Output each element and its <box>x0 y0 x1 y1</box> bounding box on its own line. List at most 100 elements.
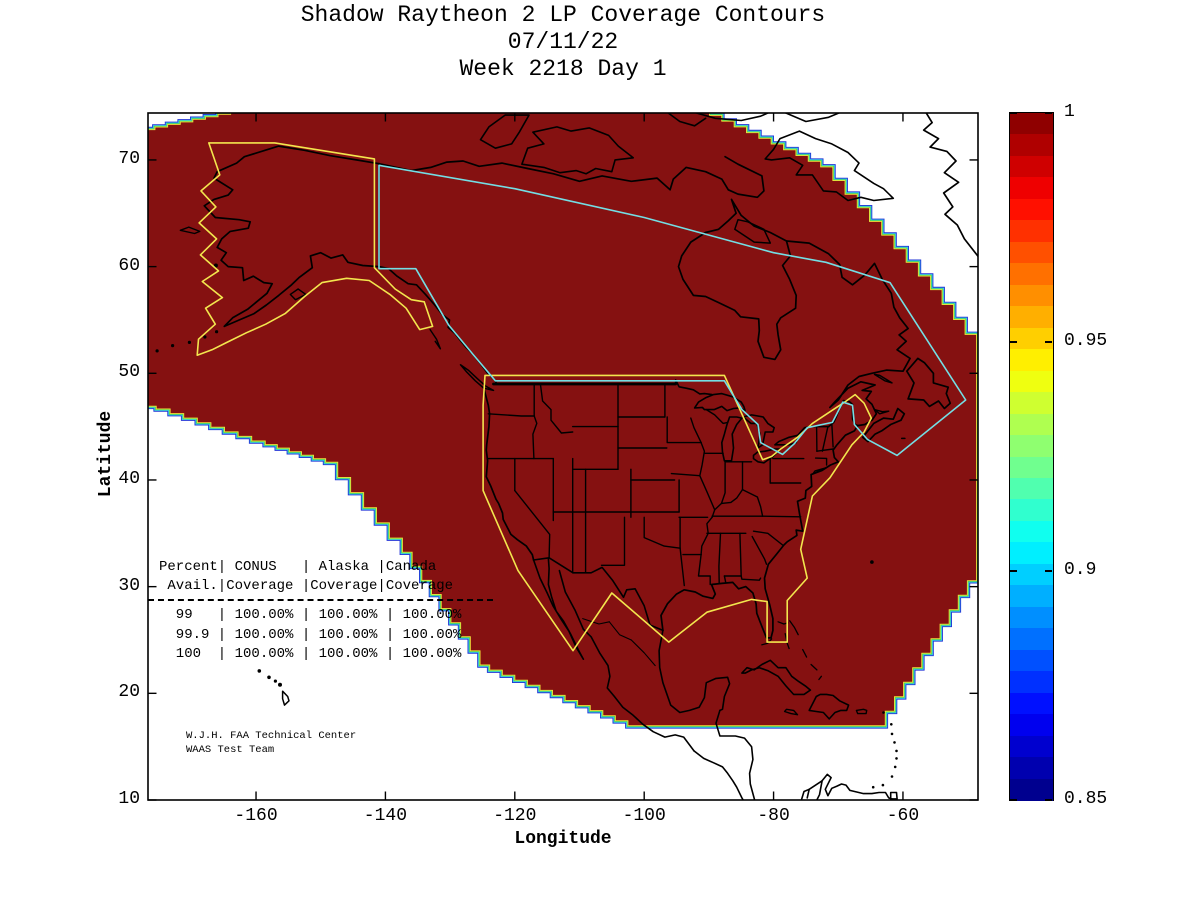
labrador-quebec-coast <box>785 240 911 427</box>
st-lawrence-island <box>179 226 201 235</box>
mexico-state-lines <box>582 618 610 625</box>
us-state-borders <box>718 532 722 585</box>
plot-border <box>147 112 979 801</box>
aleutian-islands <box>187 340 191 344</box>
title-line-2: 07/11/22 <box>507 29 619 55</box>
colorbar-tick-label: 0.95 <box>1064 331 1108 351</box>
us-state-borders <box>666 416 702 444</box>
coverage-table-header-row: Avail.|Coverage |Coverage|Coverage <box>159 578 454 594</box>
us-state-borders <box>690 417 702 444</box>
colorbar-tick <box>1045 570 1052 572</box>
colorbar-band <box>1010 692 1053 715</box>
long-island <box>812 467 827 475</box>
colorbar-band <box>1010 714 1053 737</box>
newfoundland <box>905 357 952 410</box>
aleutian-islands <box>171 344 175 348</box>
coverage-table-row: 100 | 100.00% | 100.00% | 100.00% <box>159 646 462 662</box>
us-state-borders <box>705 408 729 425</box>
arctic-coast <box>378 155 765 199</box>
lesser-antilles <box>882 711 885 714</box>
x-tick-label: -140 <box>363 806 408 826</box>
lesser-antilles <box>881 783 885 787</box>
colorbar-tick <box>1010 341 1017 343</box>
colorbar-tick-label: 1 <box>1064 102 1075 122</box>
colorbar-band <box>1010 349 1053 372</box>
us-state-borders <box>697 553 711 586</box>
alaska-coast <box>203 145 380 328</box>
colorbar-tick <box>1010 112 1017 114</box>
lesser-antilles <box>890 775 894 778</box>
south-america-coast <box>800 773 898 800</box>
us-state-borders <box>814 457 828 466</box>
bahamas <box>818 675 823 681</box>
conus-pacific-coast <box>483 389 535 561</box>
prince-edward-island <box>873 408 890 415</box>
bahamas <box>784 632 790 650</box>
lesser-antilles <box>890 732 894 736</box>
florida-keys <box>761 638 773 646</box>
y-tick-label: 50 <box>118 362 140 383</box>
puerto-rico <box>855 708 868 715</box>
us-state-borders <box>532 415 538 460</box>
colorbar-band <box>1010 155 1053 178</box>
us-state-borders <box>643 516 681 549</box>
x-tick-label: -80 <box>757 806 790 826</box>
x-tick-label: -160 <box>234 806 278 826</box>
aleutian-islands <box>203 335 207 339</box>
coverage-table-row: 99 | 100.00% | 100.00% | 100.00% <box>159 607 462 623</box>
us-mexico-border <box>532 557 664 632</box>
aleutian-islands <box>213 263 218 268</box>
greenland-coast <box>922 113 978 258</box>
colorbar-band <box>1010 649 1053 672</box>
colorbar-band <box>1010 477 1053 501</box>
bermuda <box>870 560 874 564</box>
coverage-region <box>148 113 977 726</box>
us-state-borders <box>670 472 701 477</box>
colorbar-band <box>1010 757 1053 780</box>
hudson-bay <box>677 198 798 361</box>
colorbar-band <box>1010 563 1053 586</box>
colorbar-band <box>1010 585 1053 608</box>
colorbar-band <box>1010 177 1053 200</box>
us-state-borders <box>514 489 551 559</box>
colorbar-band <box>1010 134 1053 157</box>
hispaniola <box>808 693 850 720</box>
devon-ellesmere-islands <box>666 113 707 127</box>
us-state-borders <box>831 422 834 448</box>
baffin-island <box>764 130 895 202</box>
lesser-antilles <box>890 723 893 726</box>
coverage-table-header-row: Percent| CONUS | Alaska |Canada <box>159 559 437 575</box>
colorbar-band <box>1010 284 1053 307</box>
colorbar-band <box>1010 628 1053 651</box>
us-state-borders <box>714 488 744 511</box>
bahamas <box>802 648 808 658</box>
central-america-coast <box>693 750 745 800</box>
victoria-island <box>521 126 634 175</box>
x-tick-label: -60 <box>886 806 920 826</box>
canada-boundary <box>378 164 967 457</box>
lesser-antilles <box>895 749 898 753</box>
central-america-coast <box>715 709 756 800</box>
colorbar-band <box>1010 370 1053 393</box>
devon-ellesmere-islands <box>783 113 841 123</box>
colorbar-band <box>1010 113 1053 136</box>
colorbar-band <box>1010 520 1053 543</box>
colorbar-band <box>1010 220 1053 243</box>
table-separator <box>148 599 493 601</box>
great-lakes <box>693 392 746 412</box>
colorbar-band <box>1010 392 1053 415</box>
lesser-antilles <box>893 741 896 744</box>
mexico-gulf-coast <box>658 629 731 714</box>
colorbar-band <box>1010 542 1053 565</box>
devon-ellesmere-islands <box>693 113 770 122</box>
lesser-antilles <box>871 785 875 789</box>
us-state-borders <box>723 575 727 584</box>
colorbar-tick <box>1010 570 1017 572</box>
us-state-borders <box>699 441 706 477</box>
colorbar <box>1009 112 1054 801</box>
us-state-borders <box>821 425 829 452</box>
south-america-coast <box>889 791 898 800</box>
y-tick-label: 30 <box>118 575 140 596</box>
